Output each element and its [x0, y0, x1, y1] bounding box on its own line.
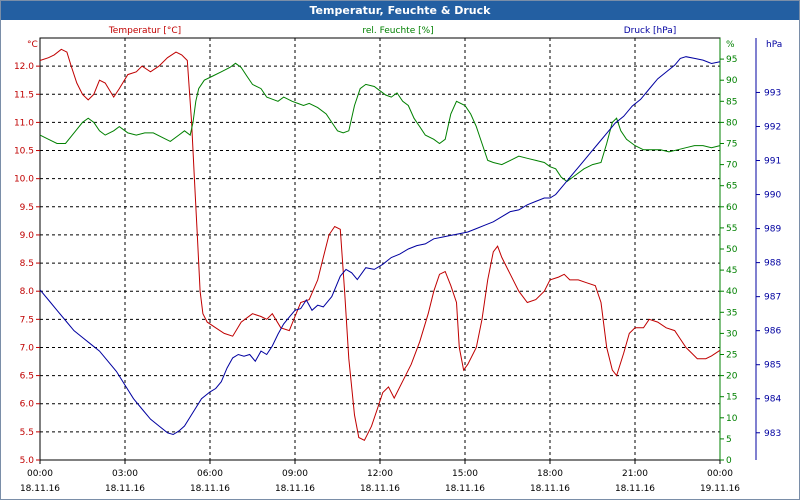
humidity-line: [39, 62, 721, 183]
pressure-tick-label: 990: [764, 191, 781, 201]
x-tick-time-label: 12:00: [367, 469, 393, 479]
humidity-tick-label: 80: [726, 118, 738, 128]
temperature-tick-label: 7.0: [20, 343, 35, 353]
temperature-tick-label: 7.5: [20, 315, 34, 325]
humidity-tick-label: 55: [726, 224, 737, 234]
temperature-tick-label: 9.5: [20, 203, 34, 213]
humidity-tick-label: 65: [726, 182, 737, 192]
pressure-tick-label: 988: [764, 259, 781, 269]
humidity-tick-label: 10: [726, 414, 738, 424]
humidity-tick-label: 85: [726, 97, 737, 107]
x-tick-time-label: 03:00: [112, 469, 138, 479]
temperature-tick-label: 12.0: [14, 62, 34, 72]
temperature-axis-label: Temperatur [°C]: [108, 26, 181, 36]
pressure-tick-label: 984: [764, 395, 781, 405]
x-tick-date-label: 18.11.16: [190, 484, 230, 494]
temperature-tick-label: 5.5: [20, 428, 34, 438]
humidity-tick-label: 50: [726, 245, 738, 255]
humidity-axis-label: rel. Feuchte [%]: [362, 26, 433, 36]
temperature-unit: °C: [27, 40, 38, 50]
temperature-tick-label: 11.0: [14, 118, 34, 128]
humidity-tick-label: 60: [726, 203, 738, 213]
x-tick-date-label: 18.11.16: [105, 484, 145, 494]
humidity-tick-label: 45: [726, 266, 737, 276]
x-tick-time-label: 18:00: [537, 469, 563, 479]
temperature-tick-label: 6.5: [20, 372, 34, 382]
humidity-tick-label: 0: [726, 456, 732, 466]
x-tick-time-label: 06:00: [197, 469, 223, 479]
temperature-tick-label: 10.0: [14, 175, 34, 185]
x-tick-time-label: 00:00: [707, 469, 733, 479]
pressure-tick-label: 986: [764, 327, 781, 337]
pressure-unit: hPa: [766, 40, 782, 50]
axes: [36, 38, 760, 464]
x-tick-date-label: 18.11.16: [275, 484, 315, 494]
pressure-tick-label: 991: [764, 157, 781, 167]
humidity-tick-label: 95: [726, 55, 737, 65]
x-tick-date-label: 18.11.16: [445, 484, 485, 494]
humidity-tick-label: 90: [726, 76, 738, 86]
humidity-tick-label: 30: [726, 329, 738, 339]
humidity-tick-label: 20: [726, 372, 738, 382]
pressure-tick-label: 987: [764, 293, 781, 303]
x-tick-date-label: 18.11.16: [360, 484, 400, 494]
humidity-tick-label: 15: [726, 393, 737, 403]
temperature-tick-label: 5.0: [20, 456, 35, 466]
temperature-tick-label: 8.5: [20, 259, 34, 269]
humidity-tick-label: 40: [726, 287, 738, 297]
x-tick-date-label: 18.11.16: [615, 484, 655, 494]
temperature-tick-label: 8.0: [20, 287, 35, 297]
grid: [39, 37, 721, 461]
x-tick-time-label: 15:00: [452, 469, 478, 479]
pressure-tick-label: 989: [764, 225, 781, 235]
chart-title: Temperatur, Feuchte & Druck: [1, 1, 799, 20]
temperature-line: [39, 48, 721, 441]
pressure-tick-label: 985: [764, 361, 781, 371]
humidity-tick-label: 5: [726, 435, 732, 445]
humidity-tick-label: 25: [726, 351, 737, 361]
x-tick-time-label: 21:00: [622, 469, 648, 479]
x-tick-date-label: 18.11.16: [20, 484, 60, 494]
pressure-tick-label: 983: [764, 429, 781, 439]
temperature-tick-label: 6.0: [20, 400, 35, 410]
temperature-tick-label: 11.5: [14, 90, 34, 100]
humidity-tick-label: 35: [726, 308, 737, 318]
pressure-tick-label: 993: [764, 88, 781, 98]
pressure-line: [39, 56, 721, 436]
x-tick-time-label: 09:00: [282, 469, 308, 479]
humidity-tick-label: 75: [726, 140, 737, 150]
series-group: [39, 48, 721, 441]
temperature-tick-label: 10.5: [14, 147, 34, 157]
humidity-tick-label: 70: [726, 161, 738, 171]
axis-labels: 00:00 18.11.16 03:00 18.11.16 06:00 18.11.16 0…: [14, 26, 782, 494]
x-tick-date-label: 18.11.16: [530, 484, 570, 494]
temperature-tick-label: 9.0: [20, 231, 35, 241]
x-tick-date-label: 19.11.16: [700, 484, 740, 494]
humidity-unit: %: [726, 40, 735, 50]
pressure-tick-label: 992: [764, 122, 781, 132]
x-tick-time-label: 00:00: [27, 469, 53, 479]
pressure-axis-label: Druck [hPa]: [624, 26, 677, 36]
